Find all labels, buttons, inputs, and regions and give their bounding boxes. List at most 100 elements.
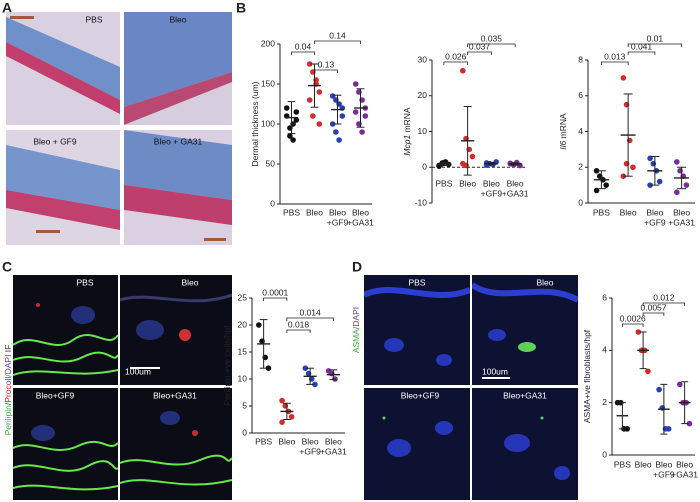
panel-label: B <box>236 0 246 16</box>
data-point <box>620 173 627 179</box>
image-label: Bleo+GF9 <box>36 390 75 400</box>
data-point <box>686 420 693 427</box>
y-label-part: mRNA <box>402 107 412 135</box>
p-value-label: 0.0057 <box>641 302 667 312</box>
y-tick-label: 6 <box>602 292 607 302</box>
y-axis-label: Il6 mRNA <box>558 113 568 150</box>
error-bar <box>677 166 687 190</box>
data-point <box>316 89 323 95</box>
data-point <box>352 81 359 87</box>
x-tick-label: Bleo <box>507 178 524 188</box>
significance-bracket <box>263 297 288 301</box>
image-label: Bleo+GF9 <box>401 390 440 400</box>
x-tick-label: +GF9 <box>481 188 503 198</box>
y-axis-label: Perilipin +ve cells/hpf <box>222 325 232 406</box>
data-point <box>279 397 285 404</box>
scale-label: 100um <box>125 366 151 376</box>
y-tick-label: 0 <box>422 162 427 172</box>
stain-part: ASMA <box>351 329 361 353</box>
p-value-label: 0.13 <box>318 59 335 69</box>
x-tick-label: Bleo <box>646 207 663 217</box>
y-tick-label: 50 <box>266 158 276 168</box>
data-point <box>469 153 476 160</box>
y-tick-label: 20 <box>238 319 248 329</box>
micrograph <box>124 12 232 125</box>
y-tick-label: 4 <box>578 126 583 136</box>
significance-bracket <box>286 317 334 321</box>
stain-part: /DAPI <box>351 307 361 329</box>
data-point <box>329 93 336 99</box>
significance-bracket <box>642 302 686 306</box>
micrograph <box>120 275 232 385</box>
x-tick-label: PBS <box>435 178 452 188</box>
data-point <box>603 182 609 188</box>
y-tick-label: 25 <box>238 292 248 302</box>
data-point <box>359 129 365 135</box>
data-point <box>293 117 300 123</box>
data-point <box>352 109 359 115</box>
panel-label: A <box>2 0 12 16</box>
x-tick-label: PBS <box>614 459 631 469</box>
image-label: PBS <box>408 277 425 287</box>
significance-bracket <box>291 51 315 55</box>
if-images <box>13 275 232 500</box>
data-point <box>674 189 680 196</box>
image-label: Bleo <box>536 277 553 287</box>
data-point <box>339 113 346 119</box>
data-point <box>645 368 651 375</box>
micrograph <box>13 388 118 500</box>
error-bar <box>333 94 342 125</box>
significance-bracket <box>621 323 644 327</box>
micrograph <box>124 130 232 245</box>
significance-bracket <box>627 43 683 47</box>
x-tick-label: +GF9 <box>299 446 321 456</box>
data-point <box>312 381 318 388</box>
p-value-label: 0.013 <box>604 51 626 61</box>
data-point <box>329 121 336 127</box>
image-label: PBS <box>76 277 93 287</box>
x-tick-label: +GA31 <box>668 217 695 227</box>
image-label: PBS <box>85 14 102 24</box>
error-bar <box>282 402 291 420</box>
panel-label: D <box>352 259 362 275</box>
data-point <box>677 381 683 388</box>
error-bar <box>356 88 365 128</box>
y-tick-label: 0 <box>270 198 275 208</box>
data-point <box>333 129 339 135</box>
x-tick-label: Bleo <box>655 459 672 469</box>
data-point <box>593 168 600 174</box>
data-point <box>674 159 680 165</box>
y-tick-label: 4 <box>602 345 607 355</box>
error-bar <box>596 170 606 190</box>
x-tick-label: Bleo <box>483 178 500 188</box>
error-bar <box>660 383 668 435</box>
y-tick-label: -10 <box>415 197 428 207</box>
x-tick-label: Bleo <box>459 178 476 188</box>
data-point <box>630 164 636 171</box>
stain-part: Procoll <box>3 377 13 403</box>
x-tick-label: +GF9 <box>653 469 675 479</box>
error-bar <box>681 381 689 425</box>
image-label: Bleo + GF9 <box>33 136 77 146</box>
p-value-label: 0.014 <box>299 307 321 317</box>
micrograph <box>364 275 470 385</box>
x-tick-label: Bleo <box>673 207 690 217</box>
y-tick-label: 150 <box>261 78 275 88</box>
stain-part: Perilipin <box>3 405 13 436</box>
significance-bracket <box>627 51 656 55</box>
y-label-part: Mcp1 <box>402 135 412 156</box>
image-label: Bleo + GA31 <box>154 136 203 146</box>
micrograph <box>472 275 578 385</box>
y-tick-label: 8 <box>578 54 583 64</box>
data-point <box>279 419 285 426</box>
x-tick-label: PBS <box>255 436 272 446</box>
error-bar <box>463 105 472 176</box>
stain-part: /DAPI <box>3 355 13 377</box>
x-tick-label: Bleo <box>329 207 346 217</box>
micrograph <box>6 130 120 245</box>
x-tick-label: +GA31 <box>320 446 347 456</box>
significance-bracket <box>600 61 629 65</box>
image-label: Bleo+GA31 <box>153 390 197 400</box>
x-tick-label: +GA31 <box>347 217 374 227</box>
